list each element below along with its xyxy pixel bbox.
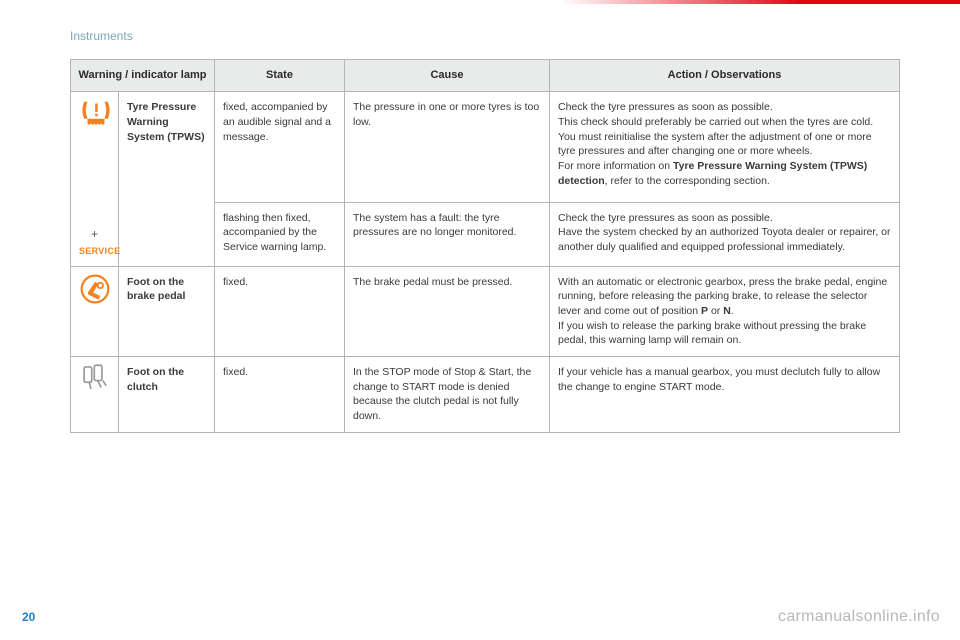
service-label: SERVICE: [79, 245, 110, 258]
action-cell: With an automatic or electronic gearbox,…: [550, 266, 900, 356]
page-number: 20: [22, 609, 35, 626]
icon-cell-clutch: [71, 357, 119, 433]
lamp-name-tpws: Tyre Pressure Warning System (TPWS): [119, 92, 215, 266]
action-cell: If your vehicle has a manual gearbox, yo…: [550, 357, 900, 433]
col-header-action: Action / Observations: [550, 59, 900, 91]
tpws-icon: [79, 98, 113, 126]
action-text-b1: P: [701, 305, 708, 317]
state-cell: fixed.: [215, 357, 345, 433]
plus-symbol: +: [79, 226, 110, 243]
cause-cell: The system has a fault: the tyre pressur…: [345, 202, 550, 266]
table-row: Foot on the brake pedal fixed. The brake…: [71, 266, 900, 356]
warning-lamp-table: Warning / indicator lamp State Cause Act…: [70, 59, 900, 433]
table-row: Foot on the clutch fixed. In the STOP mo…: [71, 357, 900, 433]
lamp-name-clutch: Foot on the clutch: [119, 357, 215, 433]
cause-cell: The brake pedal must be pressed.: [345, 266, 550, 356]
col-header-cause: Cause: [345, 59, 550, 91]
col-header-lamp: Warning / indicator lamp: [71, 59, 215, 91]
table-row: + SERVICE Tyre Pressure Warning System (…: [71, 92, 900, 202]
icon-cell-tpws: + SERVICE: [71, 92, 119, 266]
action-text-post: , refer to the corresponding section.: [605, 175, 770, 187]
clutch-icon: [79, 363, 113, 393]
action-text-b2: N: [723, 305, 731, 317]
cause-cell: In the STOP mode of Stop & Start, the ch…: [345, 357, 550, 433]
watermark: carmanualsonline.info: [778, 606, 940, 628]
state-cell: flashing then fixed, accompanied by the …: [215, 202, 345, 266]
state-cell: fixed.: [215, 266, 345, 356]
action-text-mid: or: [708, 305, 723, 317]
lamp-name-brake: Foot on the brake pedal: [119, 266, 215, 356]
header-accent-bar: [560, 0, 960, 4]
state-cell: fixed, accompanied by an audible signal …: [215, 92, 345, 202]
action-cell: Check the tyre pressures as soon as poss…: [550, 202, 900, 266]
brake-pedal-icon: [79, 273, 111, 305]
cause-cell: The pressure in one or more tyres is too…: [345, 92, 550, 202]
col-header-state: State: [215, 59, 345, 91]
action-cell: Check the tyre pressures as soon as poss…: [550, 92, 900, 202]
section-title: Instruments: [70, 28, 900, 45]
icon-cell-brake: [71, 266, 119, 356]
page-container: Instruments Warning / indicator lamp Sta…: [0, 0, 960, 640]
table-header-row: Warning / indicator lamp State Cause Act…: [71, 59, 900, 91]
